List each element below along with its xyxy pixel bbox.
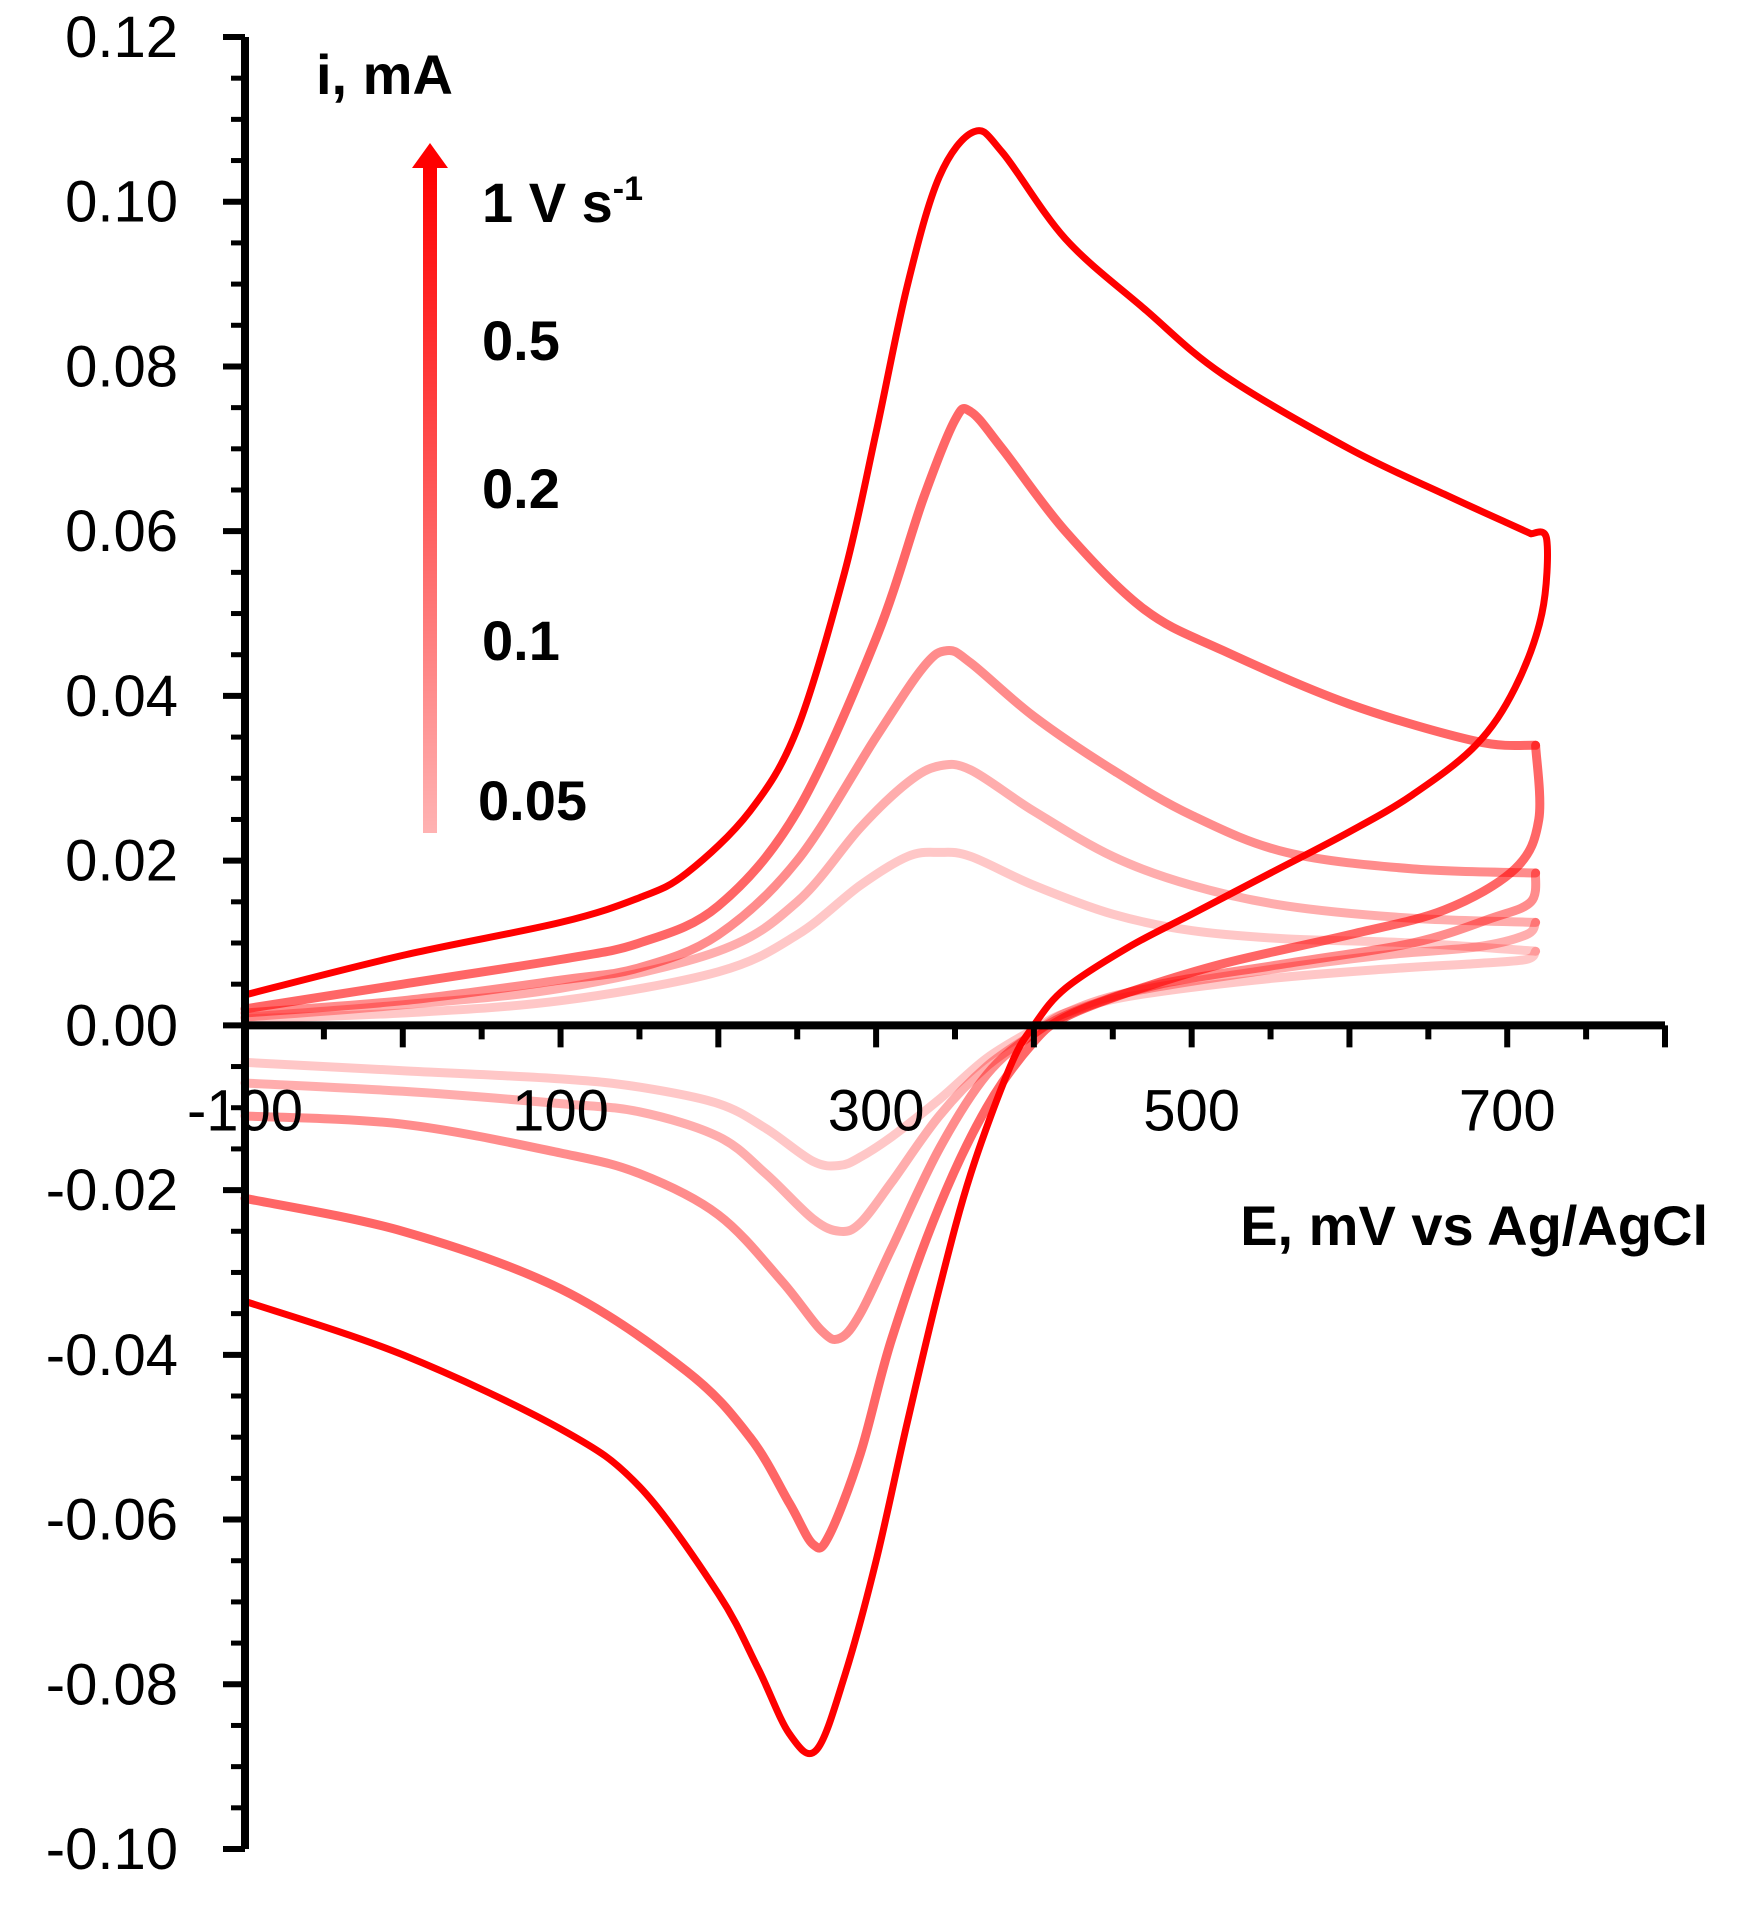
x-tick-label: 300	[828, 1078, 925, 1143]
cv-curve-forward-0-05	[240, 847, 1541, 1024]
cv-curve-forward-0-2	[240, 645, 1541, 1018]
x-tick-label: -100	[187, 1078, 303, 1143]
cv-curve-reverse-0-5	[240, 740, 1545, 1553]
y-tick-label: -0.02	[46, 1158, 178, 1223]
cv-curve-forward-0-5	[240, 404, 1541, 1014]
y-tick-label: 0.02	[65, 829, 178, 894]
x-axis-title: E, mV vs Ag/AgCl	[1240, 1194, 1708, 1257]
cv-curve-reverse-0-05	[240, 946, 1541, 1171]
cv-curves	[240, 127, 1551, 1758]
legend-label-1: 1 V s-1	[482, 170, 643, 234]
legend-label-0-1: 0.1	[482, 609, 560, 672]
legend-label-0-2: 0.2	[482, 457, 560, 520]
legend-label-0-5: 0.5	[482, 309, 560, 372]
y-axis-title: i, mA	[316, 43, 453, 106]
x-axis-ticks: -100 100 300 500 700	[187, 1025, 1668, 1143]
cv-curve-reverse-0-2	[240, 868, 1541, 1345]
cv-curve-forward-1-v-s-1	[241, 127, 1535, 999]
y-tick-label: -0.10	[46, 1817, 178, 1882]
y-tick-label: 0.10	[65, 170, 178, 235]
scan-rate-gradient-bar	[423, 165, 437, 833]
y-tick-label: 0.12	[65, 5, 178, 70]
legend-label-0-05: 0.05	[478, 769, 587, 832]
y-tick-label: -0.06	[46, 1488, 178, 1553]
y-tick-label: 0.04	[65, 664, 178, 729]
x-tick-label: 700	[1459, 1078, 1556, 1143]
x-tick-label: 100	[512, 1078, 609, 1143]
scan-rate-legend: 1 V s-1 0.5 0.2 0.1 0.05	[412, 143, 643, 833]
y-tick-label: 0.08	[65, 334, 178, 399]
y-tick-label: -0.04	[46, 1323, 178, 1388]
cv-curve-reverse-0-1	[240, 917, 1541, 1236]
legend-label-1-superscript: -1	[613, 170, 643, 208]
y-tick-label: 0.06	[65, 499, 178, 564]
y-tick-label: 0.00	[65, 993, 178, 1058]
cv-curve-forward-0-1	[240, 759, 1541, 1022]
y-axis-ticks: -0.10 -0.08 -0.06 -0.04 -0.02 0.00 0.02 0.04 0.0…	[46, 5, 245, 1882]
cv-curve-reverse-1-v-s-1	[241, 528, 1551, 1758]
y-tick-label: -0.08	[46, 1652, 178, 1717]
scan-rate-arrow-head	[412, 143, 448, 168]
x-tick-label: 500	[1143, 1078, 1240, 1143]
